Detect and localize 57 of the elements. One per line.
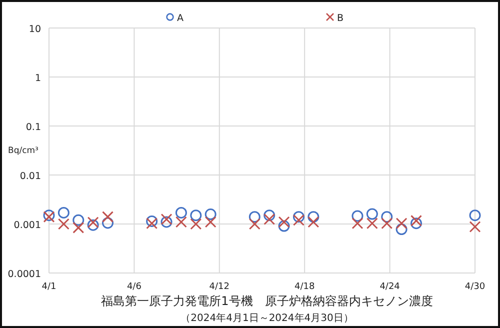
point [58, 206, 70, 218]
point [292, 211, 304, 223]
point [352, 210, 364, 222]
point [72, 222, 84, 234]
legend-label: A [177, 13, 184, 24]
point [160, 216, 172, 228]
point [264, 210, 276, 222]
point [381, 218, 393, 230]
y-tick-label: 0.01 [20, 171, 41, 182]
point [308, 216, 320, 228]
x-tick-label: 4/18 [294, 282, 315, 292]
point [87, 216, 99, 228]
y-tick-label: 0.0001 [8, 269, 41, 280]
point [308, 211, 320, 223]
point [204, 216, 216, 228]
text: 福島第一原子力発電所1号機 原子炉格納容器内キセノン濃度 [101, 294, 433, 308]
point [292, 214, 304, 226]
x-tick-label: 4/24 [380, 282, 400, 292]
point [352, 218, 364, 230]
point [58, 218, 70, 230]
text: （2024年4月1日～2024年4月30日） [180, 312, 354, 324]
legend-label: B [337, 13, 344, 24]
point [102, 217, 114, 229]
point [278, 216, 290, 228]
point [469, 220, 481, 232]
x-tick-label: 4/30 [464, 282, 486, 292]
point [102, 211, 114, 223]
point [366, 208, 378, 220]
point [248, 218, 260, 230]
point [381, 211, 393, 223]
x-tick-label: 4/12 [209, 282, 230, 292]
point [146, 218, 158, 230]
point [87, 219, 99, 231]
y-axis-title: Bq/cm³ [8, 146, 38, 156]
point [175, 206, 187, 218]
point [396, 218, 408, 230]
point [278, 220, 290, 232]
y-tick-label: 1 [34, 73, 41, 84]
point [410, 214, 422, 226]
point [146, 215, 158, 227]
y-tick-label: 0.1 [26, 122, 41, 133]
y-tick-label: 10 [28, 24, 41, 35]
point [248, 211, 260, 223]
point [410, 218, 422, 230]
point [190, 210, 202, 222]
point [264, 214, 276, 225]
point [366, 218, 378, 230]
point [204, 208, 216, 220]
point [396, 224, 408, 236]
x-tick-label: 4/6 [126, 282, 142, 292]
point [175, 216, 187, 228]
point [190, 218, 202, 230]
point [72, 214, 84, 226]
x-tick-label: 4/1 [42, 282, 56, 292]
point [469, 210, 481, 222]
point [160, 214, 172, 225]
y-tick-label: 0.001 [14, 220, 41, 231]
